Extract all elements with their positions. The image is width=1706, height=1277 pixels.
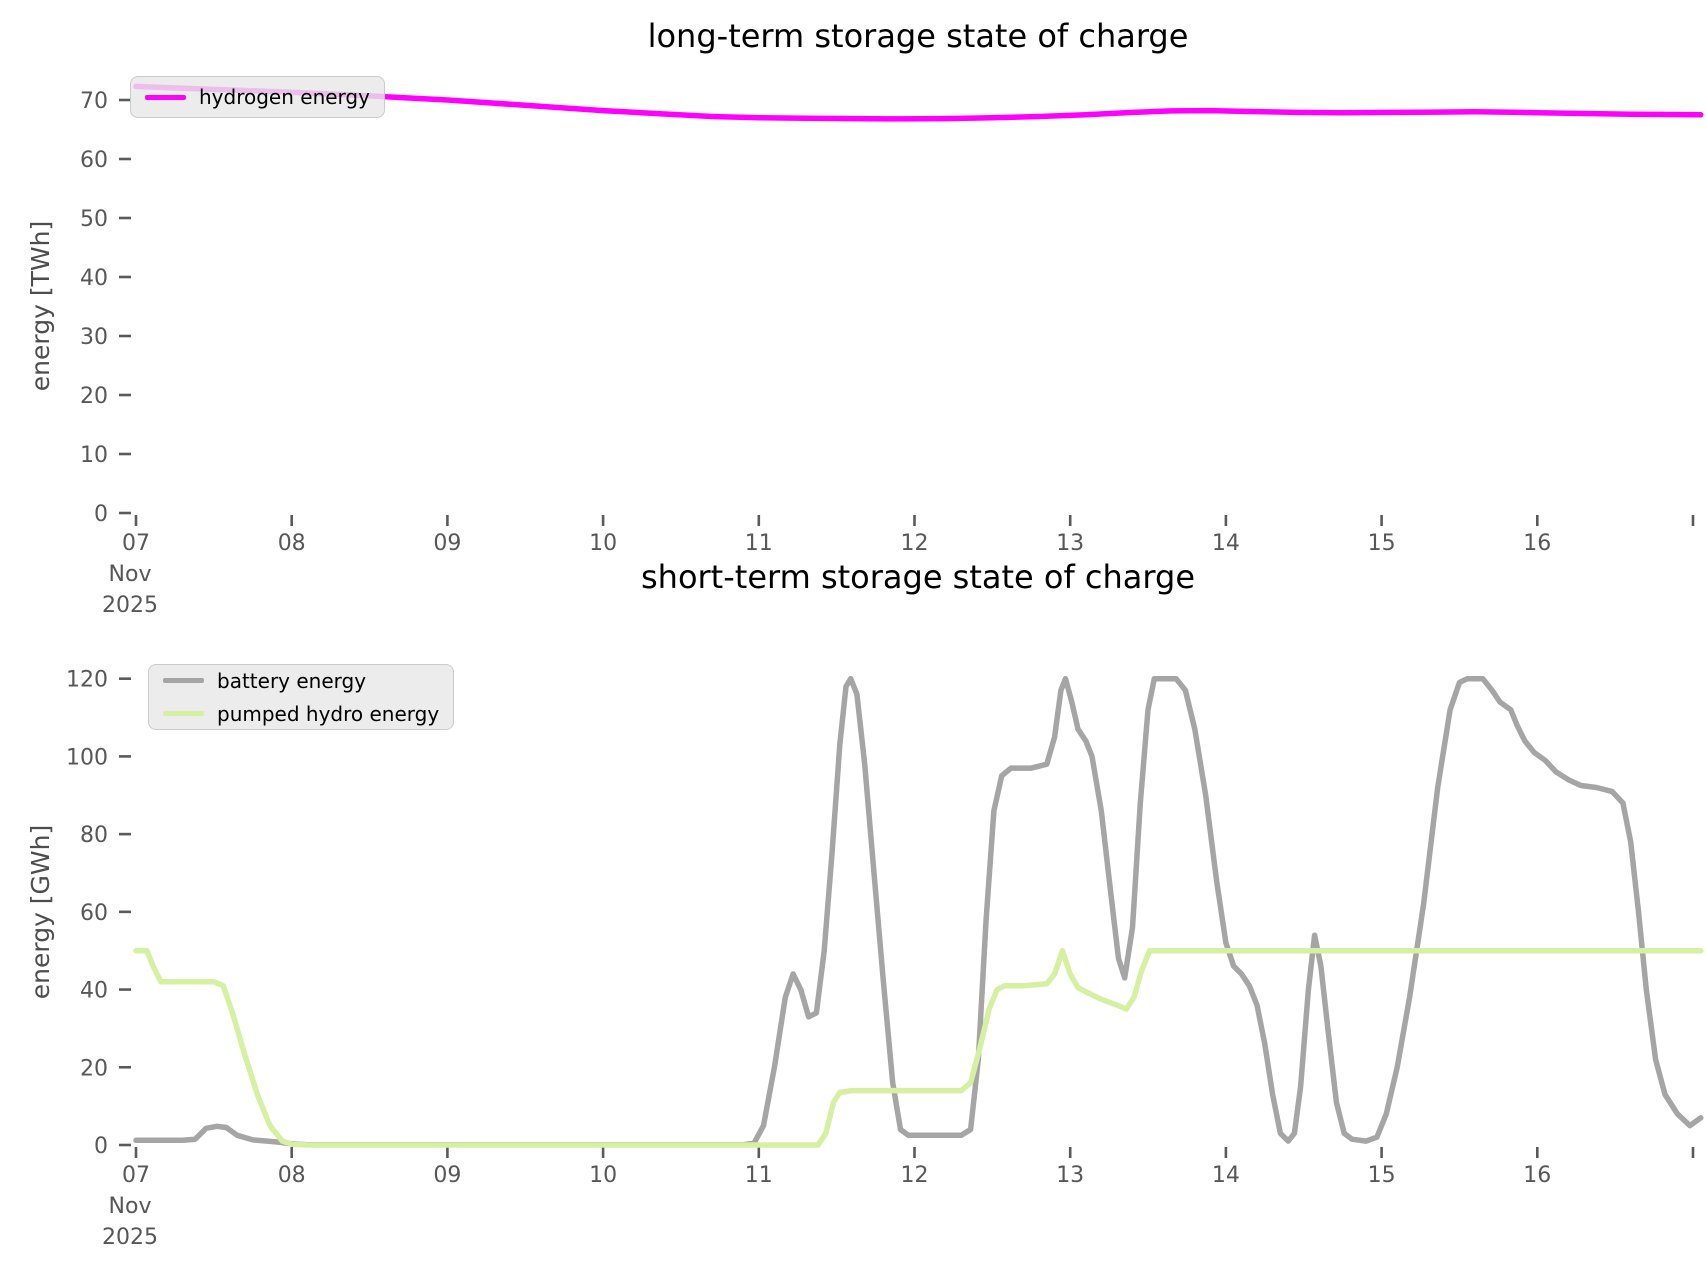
top-chart: long-term storage state of charge energy… bbox=[26, 17, 1704, 618]
legend-label: hydrogen energy bbox=[199, 85, 370, 109]
x-tick-label: 16 bbox=[1523, 531, 1551, 556]
x-tick-label: 07 bbox=[122, 1163, 150, 1188]
battery-energy-line-sample bbox=[163, 678, 204, 683]
x-tick-label: 09 bbox=[433, 1163, 461, 1188]
legend-item-battery-energy: battery energy bbox=[163, 669, 439, 693]
bottom-chart: short-term storage state of charge energ… bbox=[26, 558, 1704, 1250]
y-tick-label: 60 bbox=[80, 901, 108, 926]
x-tick-label: 15 bbox=[1368, 531, 1396, 556]
legend-label: pumped hydro energy bbox=[217, 701, 440, 726]
x-tick-label: 10 bbox=[589, 531, 617, 556]
bottom-chart-month-label: Nov bbox=[109, 1194, 152, 1219]
x-tick-label: 15 bbox=[1368, 1163, 1396, 1188]
x-tick-label: 14 bbox=[1212, 1163, 1240, 1188]
hydrogen-energy-line bbox=[133, 83, 1704, 122]
x-tick-label: 13 bbox=[1056, 531, 1084, 556]
x-tick-label: 16 bbox=[1523, 1163, 1551, 1188]
y-tick-label: 70 bbox=[80, 89, 108, 114]
battery-energy-line bbox=[133, 675, 1704, 1148]
top-chart-month-label: Nov bbox=[109, 562, 152, 587]
top-chart-data-lines bbox=[133, 83, 1704, 122]
x-tick-label: 09 bbox=[433, 531, 461, 556]
x-tick-label: 13 bbox=[1056, 1163, 1084, 1188]
top-chart-title: long-term storage state of charge bbox=[648, 17, 1189, 55]
hydrogen-energy-line-sample bbox=[145, 94, 186, 100]
top-chart-axis-ticks: 0 10 20 30 40 50 60 70 07 08 09 10 11 12 13 14 15 16 bbox=[80, 89, 1695, 556]
y-tick-label: 30 bbox=[80, 325, 108, 350]
bottom-chart-ylabel: energy [GWh] bbox=[26, 825, 55, 1000]
bottom-chart-data-lines bbox=[133, 675, 1704, 1148]
y-tick-label: 80 bbox=[80, 823, 108, 848]
y-tick-label: 20 bbox=[80, 1056, 108, 1081]
y-tick-label: 0 bbox=[94, 502, 108, 527]
legend-item-hydrogen-energy: hydrogen energy bbox=[145, 85, 370, 109]
y-tick-label: 20 bbox=[80, 384, 108, 409]
x-tick-label: 10 bbox=[589, 1163, 617, 1188]
top-chart-year-label: 2025 bbox=[102, 593, 158, 618]
legend-item-pumped-hydro-energy: pumped hydro energy bbox=[163, 702, 439, 726]
y-tick-label: 100 bbox=[66, 745, 108, 770]
x-tick-label: 08 bbox=[278, 531, 306, 556]
y-tick-label: 0 bbox=[94, 1134, 108, 1159]
x-tick-label: 11 bbox=[745, 1163, 773, 1188]
y-tick-label: 10 bbox=[80, 443, 108, 468]
y-tick-label: 40 bbox=[80, 979, 108, 1004]
x-tick-label: 11 bbox=[745, 531, 773, 556]
pumped-hydro-energy-line-sample bbox=[163, 711, 204, 716]
bottom-chart-legend: battery energy pumped hydro energy bbox=[148, 664, 455, 730]
legend-label: battery energy bbox=[217, 668, 367, 693]
y-tick-label: 40 bbox=[80, 266, 108, 291]
x-tick-label: 08 bbox=[278, 1163, 306, 1188]
x-tick-label: 12 bbox=[901, 1163, 929, 1188]
pumped-hydro-energy-line bbox=[133, 947, 1704, 1148]
x-tick-label: 14 bbox=[1212, 531, 1240, 556]
y-tick-label: 60 bbox=[80, 148, 108, 173]
bottom-chart-axis-ticks: 0 20 40 60 80 100 120 07 08 09 10 11 12 13 14 15 16 bbox=[66, 668, 1695, 1188]
y-tick-label: 120 bbox=[66, 668, 108, 693]
top-chart-legend: hydrogen energy bbox=[130, 76, 385, 118]
top-chart-ylabel: energy [TWh] bbox=[26, 221, 55, 391]
y-tick-label: 50 bbox=[80, 207, 108, 232]
bottom-chart-year-label: 2025 bbox=[102, 1225, 158, 1250]
bottom-chart-title: short-term storage state of charge bbox=[641, 558, 1195, 596]
x-tick-label: 07 bbox=[122, 531, 150, 556]
x-tick-label: 12 bbox=[901, 531, 929, 556]
